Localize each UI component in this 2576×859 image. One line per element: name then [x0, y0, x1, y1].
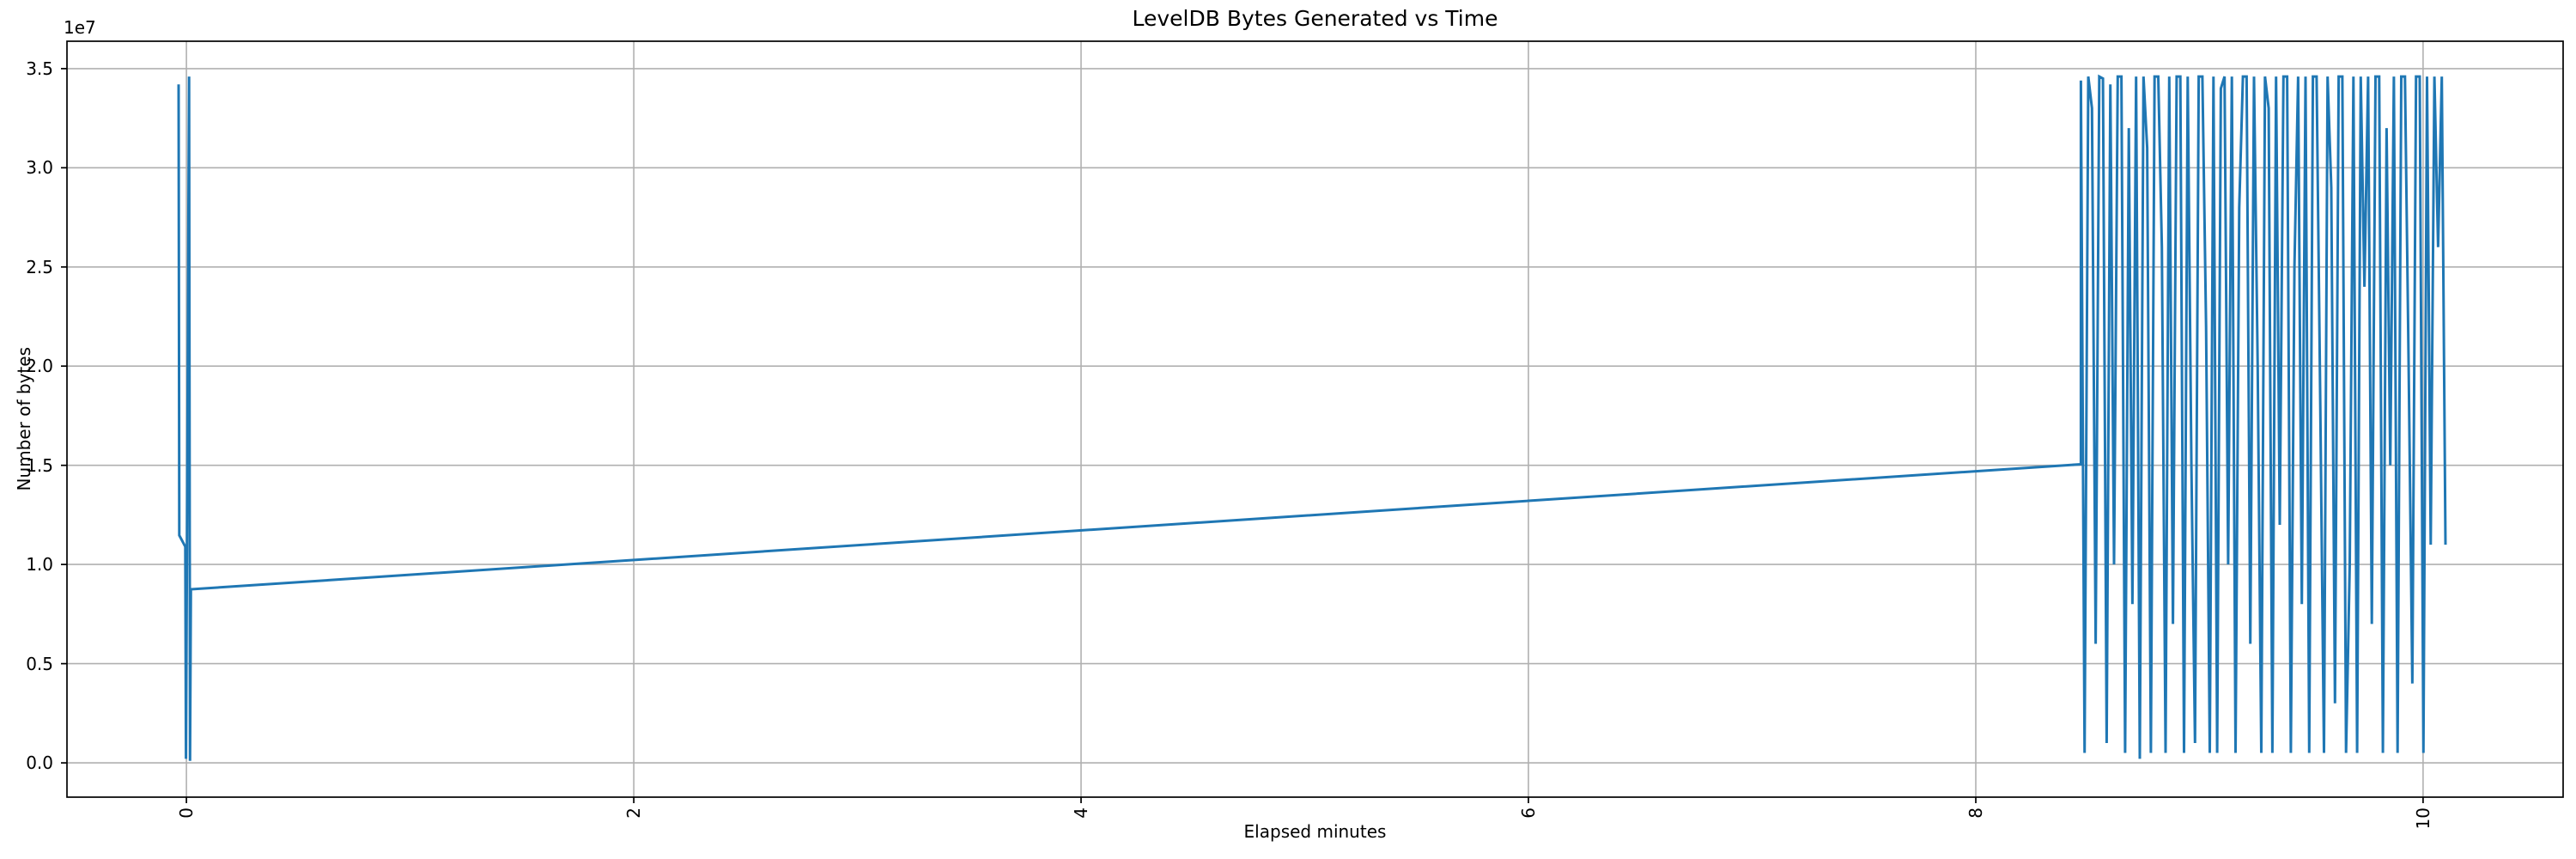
x-axis-label: Elapsed minutes	[1243, 821, 1387, 842]
x-tick-label: 10	[2413, 807, 2433, 830]
y-tick-label: 1.0	[26, 554, 53, 575]
y-tick-label: 3.0	[26, 157, 53, 178]
y-axis-offset-label: 1e7	[64, 17, 96, 38]
x-tick-label: 0	[176, 807, 197, 819]
x-tick-label: 6	[1518, 807, 1539, 819]
x-tick-label: 2	[623, 807, 644, 819]
series-line	[177, 74, 2447, 761]
chart-title: LevelDB Bytes Generated vs Time	[1132, 6, 1498, 31]
y-tick-label: 3.5	[26, 58, 53, 79]
x-tick-label: 4	[1071, 807, 1091, 819]
axes-spines	[66, 40, 2564, 798]
y-tick-label: 0.5	[26, 654, 53, 674]
y-tick-label: 2.0	[26, 356, 53, 376]
x-tick-label: 8	[1965, 807, 1986, 819]
y-tick-label: 2.5	[26, 257, 53, 277]
y-tick-label: 1.5	[26, 455, 53, 476]
y-tick-label: 0.0	[26, 752, 53, 773]
